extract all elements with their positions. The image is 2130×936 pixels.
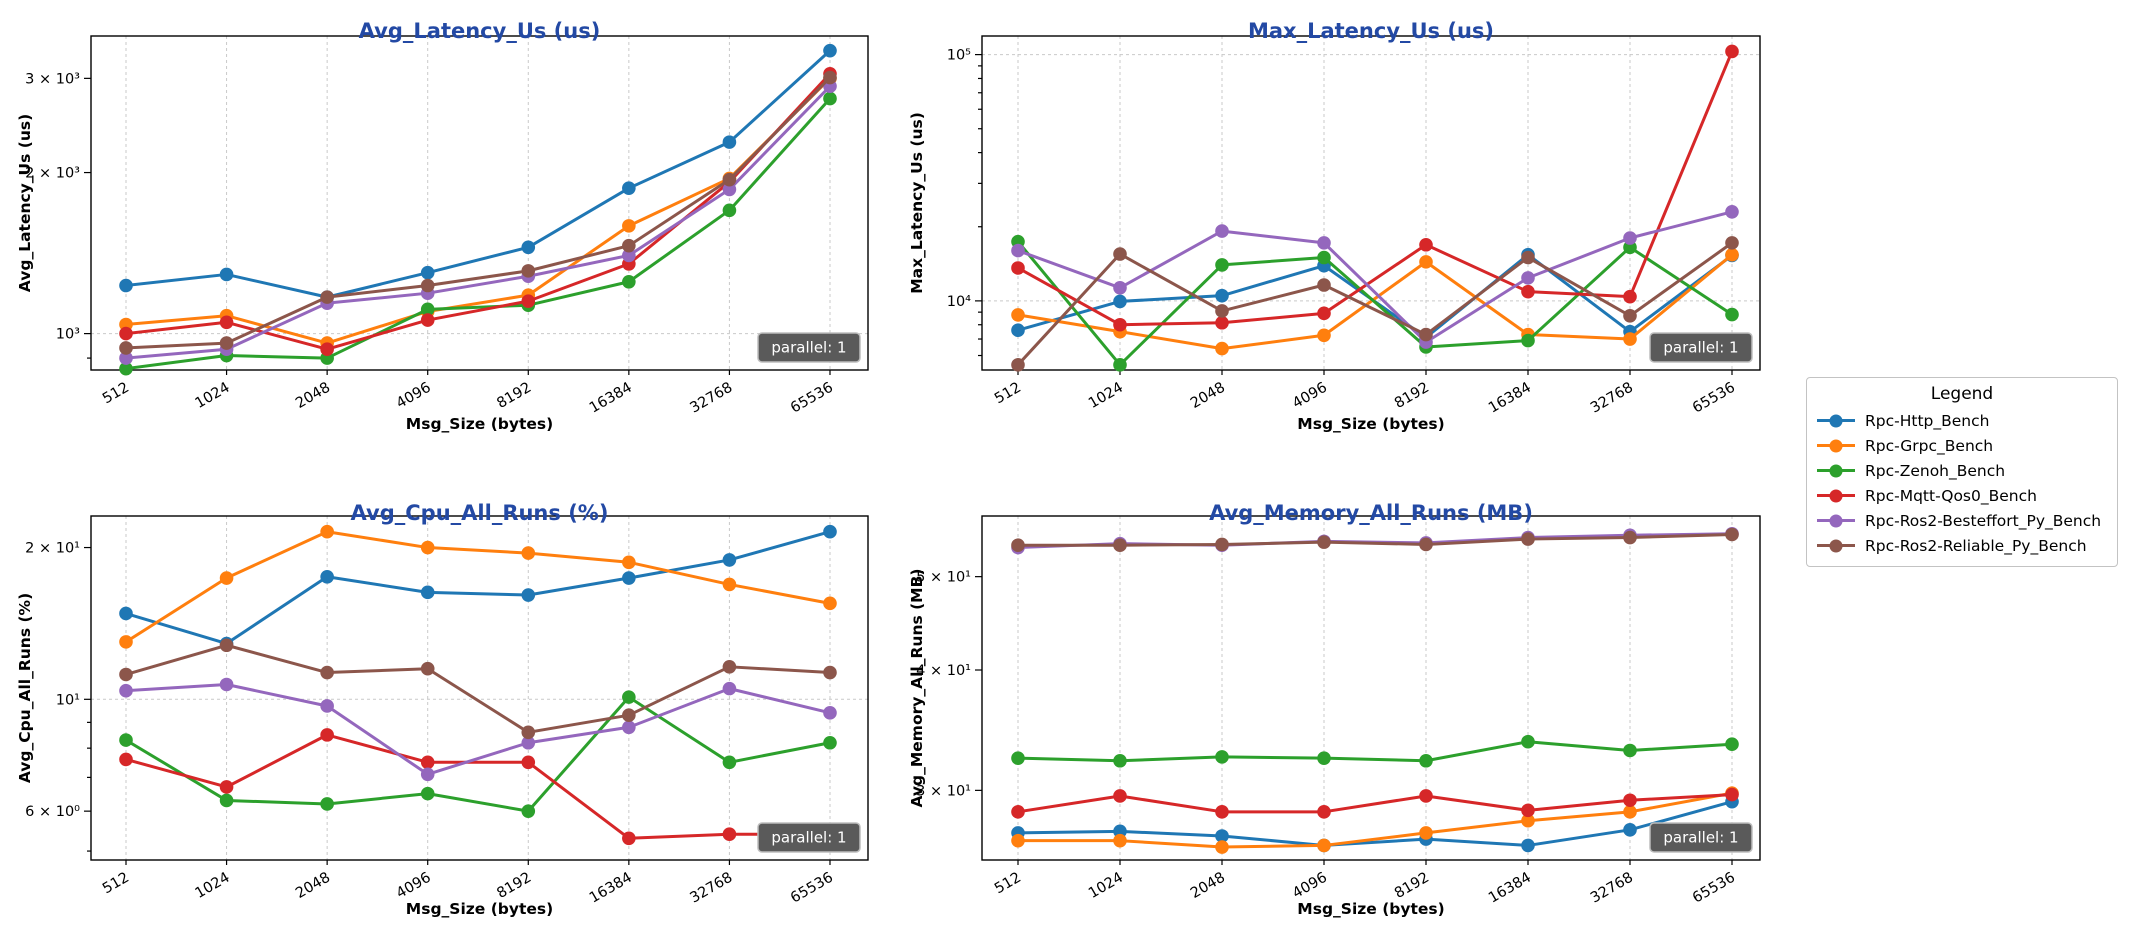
legend-item: Rpc-Grpc_Bench: [1817, 433, 2107, 458]
legend-items: Rpc-Http_Bench Rpc-Grpc_Bench Rpc-Zenoh_Be…: [1817, 408, 2107, 558]
plot-2: 2 × 10¹ 10¹ 6 × 10⁰ 512 1024 2048 4096 8192 1638…: [25, 515, 869, 907]
svg-text:8192: 8192: [494, 870, 534, 902]
legend-item-label: Rpc-Http_Bench: [1865, 411, 1990, 430]
svg-text:parallel: 1: parallel: 1: [771, 339, 846, 357]
series-dot-icon: [1829, 489, 1843, 502]
legend-item-label: Rpc-Mqtt-Qos0_Bench: [1865, 486, 2037, 505]
legend-item-label: Rpc-Grpc_Bench: [1865, 436, 1994, 455]
svg-text:10⁴: 10⁴: [947, 294, 971, 310]
svg-text:2 × 10¹: 2 × 10¹: [25, 541, 80, 557]
legend-marker: [1817, 489, 1855, 502]
svg-text:16384: 16384: [587, 380, 635, 417]
legend-title: Legend: [1930, 384, 1994, 404]
svg-text:65536: 65536: [1690, 870, 1738, 907]
svg-text:512: 512: [100, 380, 132, 408]
series-dot-icon: [1829, 539, 1843, 552]
y-axis-label: Avg_Latency_Us (us): [16, 113, 34, 293]
plot-3: 5 × 10¹ 4 × 10¹ 3 × 10¹ 512 1024 2048 4096 8192…: [916, 515, 1761, 907]
legend-item: Rpc-Mqtt-Qos0_Bench: [1817, 483, 2107, 508]
series-dot-icon: [1829, 514, 1843, 527]
svg-text:16384: 16384: [587, 870, 635, 907]
svg-text:1024: 1024: [1086, 870, 1126, 902]
svg-text:10¹: 10¹: [56, 692, 80, 708]
chart-title: Avg_Cpu_All_Runs (%): [350, 501, 609, 526]
legend-item-label: Rpc-Ros2-Besteffort_Py_Bench: [1865, 511, 2102, 530]
svg-text:10³: 10³: [56, 327, 80, 343]
svg-text:512: 512: [100, 870, 132, 898]
chart-title: Avg_Memory_All_Runs (MB): [1209, 501, 1533, 526]
series-dot-icon: [1829, 464, 1843, 477]
svg-text:3 × 10³: 3 × 10³: [25, 71, 80, 87]
legend-marker: [1817, 514, 1855, 527]
chart-title: Avg_Latency_Us (us): [358, 19, 601, 44]
svg-text:2 × 10³: 2 × 10³: [25, 166, 80, 182]
svg-text:10⁵: 10⁵: [947, 48, 971, 64]
legend-marker: [1817, 414, 1855, 427]
legend-item-label: Rpc-Zenoh_Bench: [1865, 461, 2006, 480]
y-axis-label: Avg_Memory_All_Runs (MB): [908, 568, 926, 808]
svg-text:4 × 10¹: 4 × 10¹: [916, 663, 971, 679]
legend: Legend Rpc-Http_Bench Rpc-Grpc_Bench Rpc-Z…: [1806, 377, 2118, 567]
svg-text:32768: 32768: [1588, 870, 1636, 907]
svg-text:parallel: 1: parallel: 1: [1663, 339, 1738, 357]
series-dot-icon: [1829, 439, 1843, 452]
x-axis-label: Msg_Size (bytes): [405, 415, 554, 433]
svg-text:parallel: 1: parallel: 1: [771, 829, 846, 847]
y-axis-label: Max_Latency_Us (us): [908, 112, 926, 294]
svg-text:8192: 8192: [1392, 870, 1432, 902]
svg-text:parallel: 1: parallel: 1: [1663, 829, 1738, 847]
svg-text:512: 512: [992, 870, 1024, 898]
svg-text:16384: 16384: [1486, 870, 1534, 907]
svg-text:8192: 8192: [1392, 380, 1432, 412]
svg-text:5 × 10¹: 5 × 10¹: [916, 570, 971, 586]
svg-text:1024: 1024: [1086, 380, 1126, 412]
legend-item-label: Rpc-Ros2-Reliable_Py_Bench: [1865, 536, 2087, 555]
series-dot-icon: [1829, 414, 1843, 427]
svg-text:65536: 65536: [788, 380, 836, 417]
svg-text:4096: 4096: [394, 380, 434, 412]
svg-text:2048: 2048: [1188, 870, 1228, 902]
legend-item: Rpc-Zenoh_Bench: [1817, 458, 2107, 483]
svg-text:32768: 32768: [687, 870, 735, 907]
svg-text:512: 512: [992, 380, 1024, 408]
svg-text:65536: 65536: [788, 870, 836, 907]
svg-text:16384: 16384: [1486, 380, 1534, 417]
svg-text:2048: 2048: [293, 870, 333, 902]
plot-1: 10⁵ 10⁴ 512 1024 2048 4096 8192 16384 32768 65536…: [947, 35, 1761, 417]
svg-text:2048: 2048: [293, 380, 333, 412]
x-axis-label: Msg_Size (bytes): [1297, 900, 1445, 918]
svg-text:1024: 1024: [193, 380, 233, 412]
svg-text:1024: 1024: [193, 870, 233, 902]
x-axis-label: Msg_Size (bytes): [1297, 415, 1445, 433]
svg-text:2048: 2048: [1188, 380, 1228, 412]
legend-item: Rpc-Ros2-Reliable_Py_Bench: [1817, 533, 2107, 558]
legend-item: Rpc-Http_Bench: [1817, 408, 2107, 433]
plot-0: 3 × 10³ 2 × 10³ 10³ 512 1024 2048 4096 8192 1638…: [25, 35, 869, 417]
svg-text:32768: 32768: [687, 380, 735, 417]
svg-text:65536: 65536: [1690, 380, 1738, 417]
legend-marker: [1817, 439, 1855, 452]
svg-text:8192: 8192: [494, 380, 534, 412]
svg-text:4096: 4096: [1290, 870, 1330, 902]
svg-text:6 × 10⁰: 6 × 10⁰: [25, 804, 80, 820]
legend-item: Rpc-Ros2-Besteffort_Py_Bench: [1817, 508, 2107, 533]
legend-marker: [1817, 464, 1855, 477]
svg-text:4096: 4096: [1290, 380, 1330, 412]
y-axis-label: Avg_Cpu_All_Runs (%): [16, 592, 34, 784]
svg-text:4096: 4096: [394, 870, 434, 902]
svg-text:32768: 32768: [1588, 380, 1636, 417]
x-axis-label: Msg_Size (bytes): [405, 900, 554, 918]
legend-marker: [1817, 539, 1855, 552]
svg-text:3 × 10¹: 3 × 10¹: [916, 783, 971, 799]
chart-title: Max_Latency_Us (us): [1247, 19, 1495, 44]
